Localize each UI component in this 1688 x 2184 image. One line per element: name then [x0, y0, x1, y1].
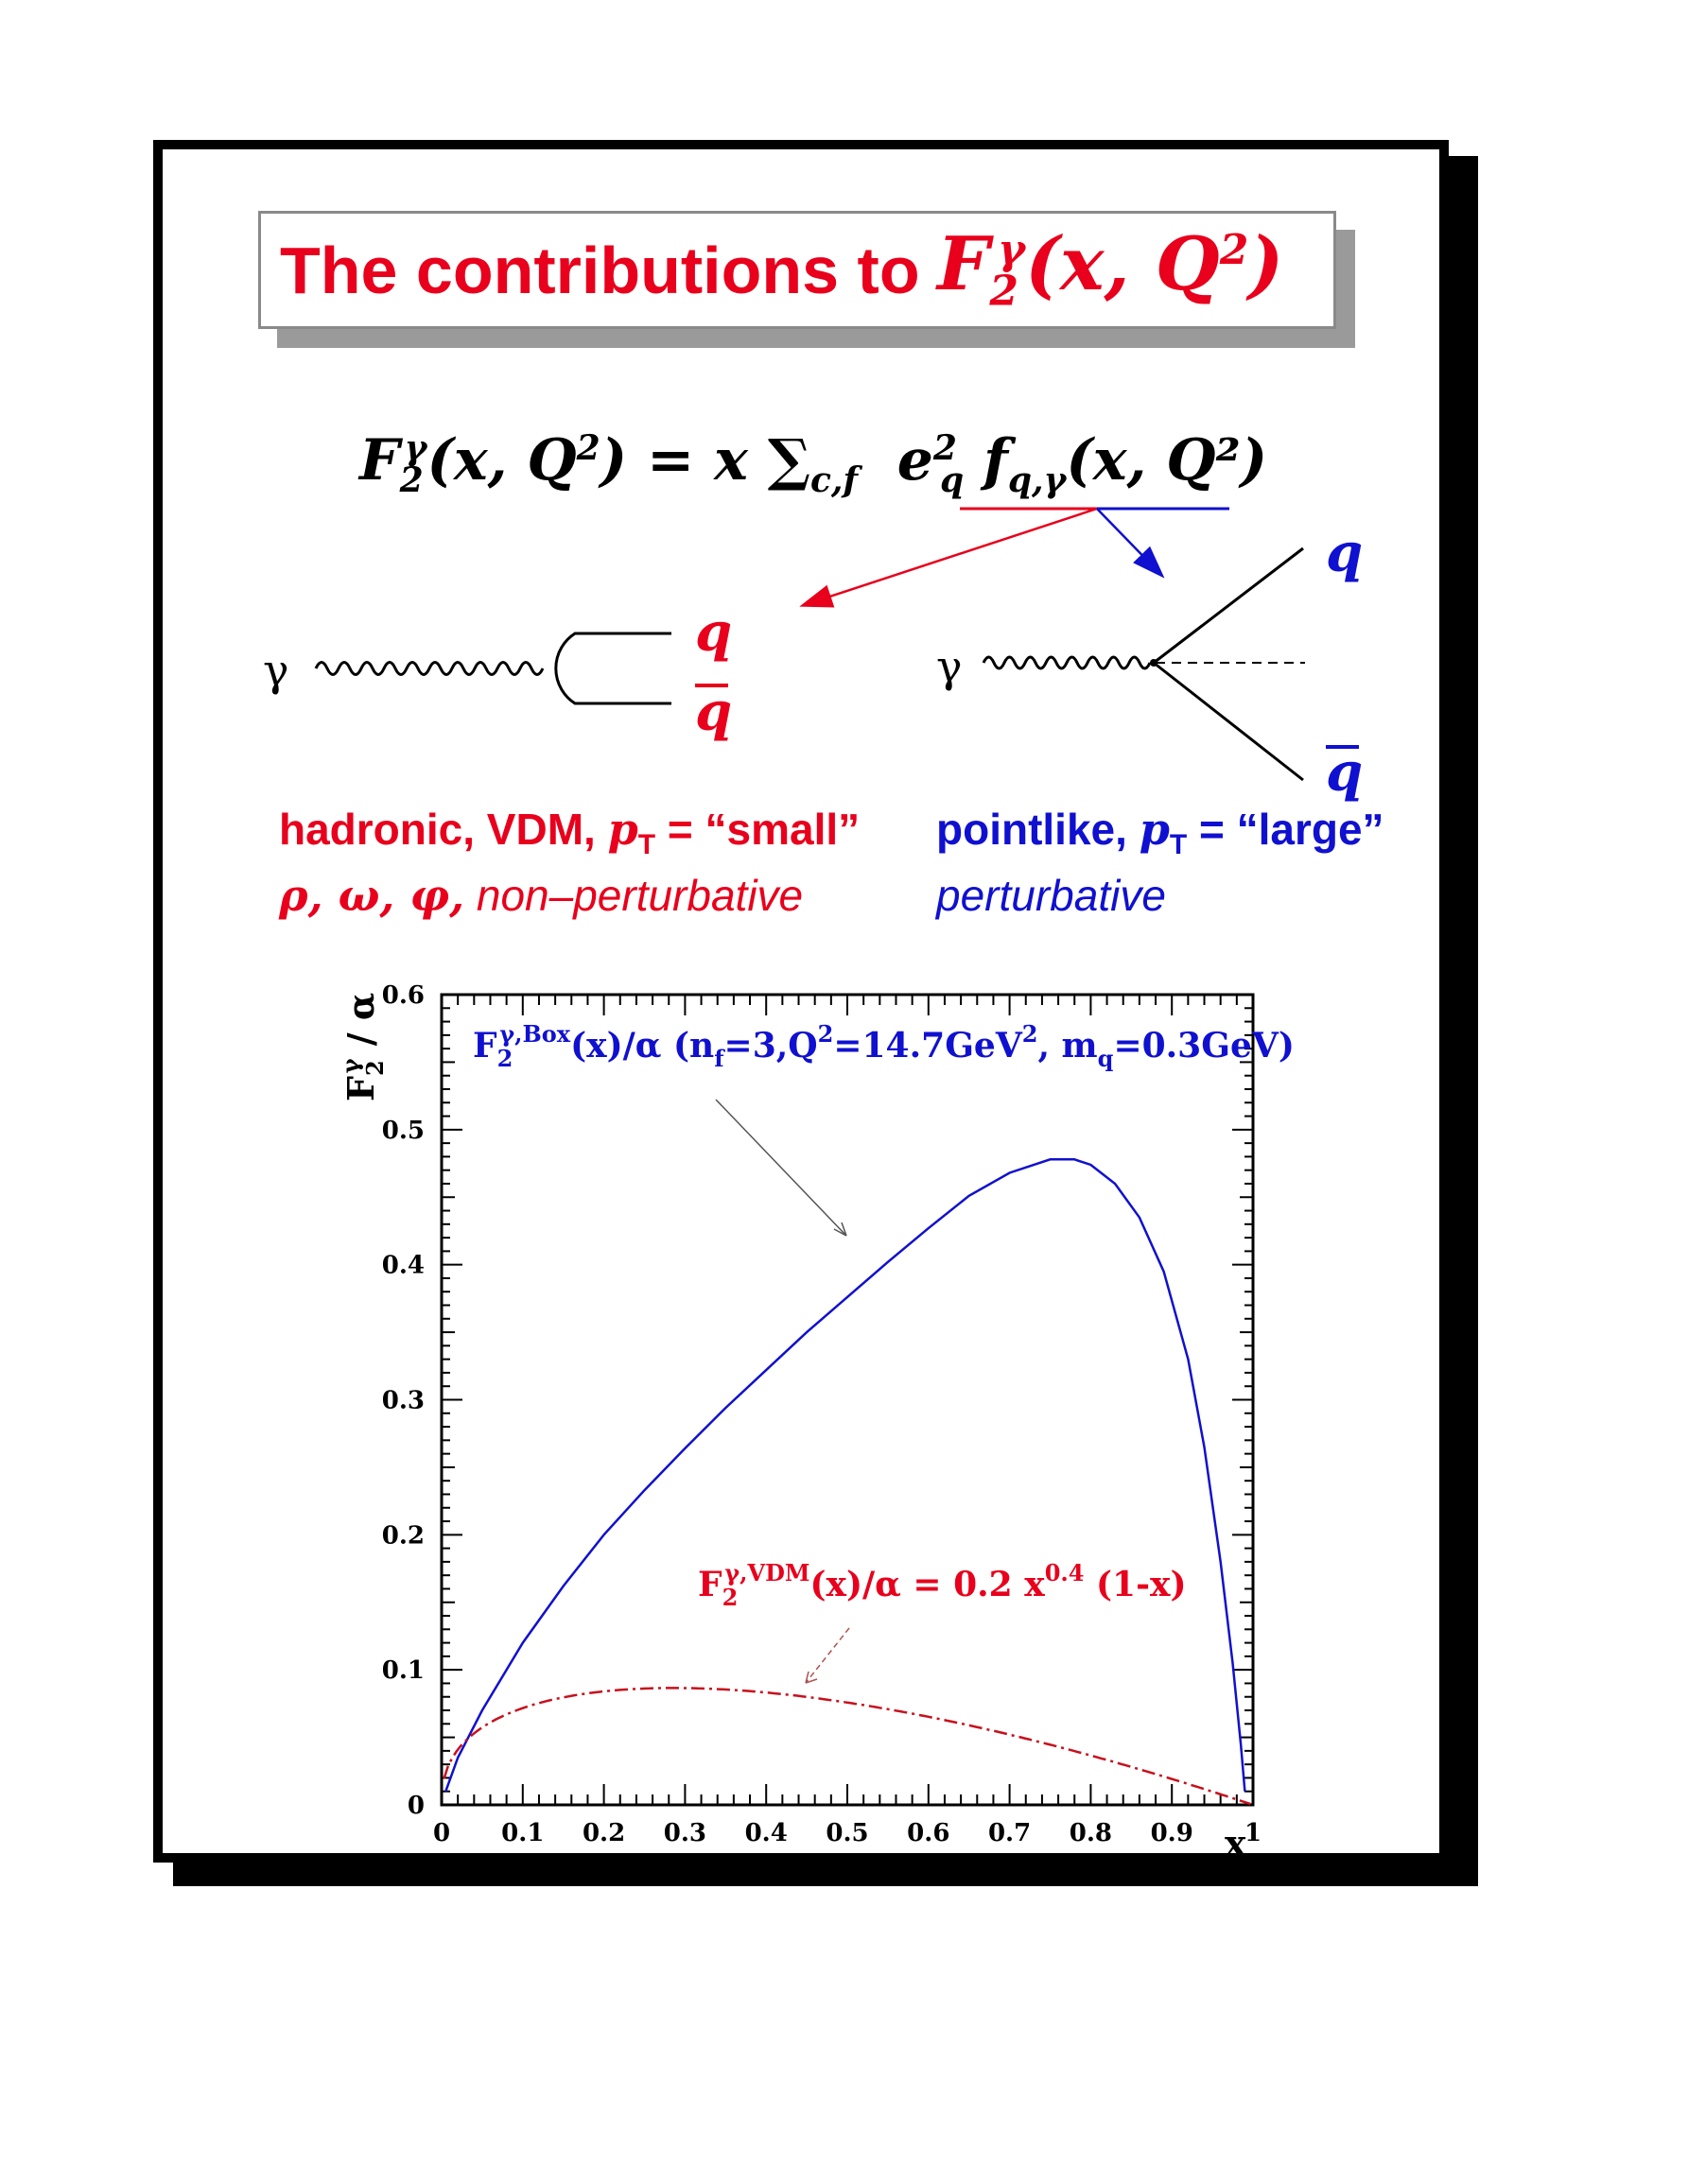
left-antiquark-label: q: [695, 681, 733, 743]
x-tick-label: 1: [1244, 1819, 1262, 1847]
x-tick-label: 0.6: [907, 1819, 949, 1847]
title-box: The contributions to F2γ(x, Q2): [258, 211, 1336, 329]
pointlike-large: = “large”: [1187, 805, 1384, 854]
hadronic-pt-sub: T: [637, 829, 656, 861]
right-quark-label: q: [1326, 522, 1364, 584]
right-quark-line: [1153, 546, 1304, 665]
pointlike-pt-sub: T: [1169, 829, 1188, 861]
y-axis-label: F2γ / α: [337, 993, 389, 1101]
arrow-to-hadronic: [799, 507, 1098, 608]
y-tick-label: 0.4: [382, 1252, 425, 1280]
vdm-curve: [443, 1687, 1251, 1806]
formula-rhs: = x ∑: [646, 427, 810, 494]
y-tick-label: 0.3: [382, 1387, 425, 1415]
right-photon-label: γ: [936, 641, 963, 692]
vdm-label-arrowhead: [805, 1671, 818, 1684]
y-tick-label: 0.2: [382, 1521, 425, 1550]
box-label-arrowhead: [833, 1222, 847, 1237]
hadronic-description-2: ρ, ω, φ, non–perturbative: [279, 870, 803, 921]
box-curve: [444, 1158, 1246, 1793]
right-antiquark-label: q: [1326, 741, 1364, 804]
title-text: The contributions to: [280, 234, 920, 307]
tick-labels: 0 0.1 0.2 0.3 0.4 0.5 0.6 0.7 0.8 0.9 1 0 0.1 0.2 0.3 0…: [382, 981, 1262, 1847]
main-formula: F2γ(x, Q2) = x ∑c,f e2q fq,γ(x, Q²): [359, 427, 1268, 500]
left-quark-label: q: [695, 601, 733, 664]
formula-pdf: f: [983, 427, 1008, 494]
hadronic-text: hadronic, VDM,: [279, 805, 608, 854]
left-quark-loop: [554, 632, 671, 705]
plot-frame: [440, 993, 1255, 1807]
vdm-label-arrow: [805, 1627, 850, 1684]
hadronic-small: = “small”: [655, 805, 861, 854]
right-antiquark-line: [1153, 661, 1304, 782]
x-tick-label: 0.2: [583, 1819, 625, 1847]
x-tick-label: 0.1: [501, 1819, 544, 1847]
y-tick-label: 0.6: [382, 981, 425, 1010]
pointlike-description: pointlike, pT = “large”: [936, 804, 1384, 861]
arrow-to-pointlike: [1096, 508, 1165, 579]
pointlike-text: pointlike,: [936, 805, 1140, 854]
title-math: F2γ(x, Q2): [937, 221, 1284, 316]
slide-frame: [153, 140, 1449, 1863]
axis-ticks: [441, 994, 1254, 1806]
formula-charge: e: [896, 427, 933, 494]
y-tick-label: 0.1: [382, 1656, 425, 1685]
formula-sum-sub: c,f: [809, 460, 858, 500]
x-tick-label: 0.7: [988, 1819, 1031, 1847]
left-photon-label: γ: [263, 645, 289, 696]
x-tick-label: 0.3: [664, 1819, 706, 1847]
right-photon-line: [982, 655, 1152, 670]
formula-charge-sup: 2: [932, 428, 957, 468]
hadronic-pt: p: [607, 804, 638, 855]
x-tick-label: 0.9: [1151, 1819, 1193, 1847]
perturbative-text: perturbative: [936, 871, 1166, 920]
y-tick-label: 0.5: [382, 1117, 425, 1145]
y-tick-label: 0: [408, 1792, 425, 1820]
formula-charge-sub: q: [939, 460, 965, 500]
x-tick-label: 0.5: [826, 1819, 868, 1847]
pointlike-pt: p: [1139, 804, 1170, 855]
formula-pdf-args: (x, Q²): [1066, 427, 1268, 494]
vector-mesons: ρ, ω, φ,: [279, 870, 465, 921]
hadronic-description: hadronic, VDM, pT = “small”: [279, 804, 860, 861]
box-series-label: F2γ,Box(x)/α (nf=3,Q2=14.7GeV2, mq=0.3Ge…: [473, 1020, 1295, 1072]
box-label-arrow: [715, 1099, 847, 1237]
x-axis-label: x: [1225, 1822, 1246, 1864]
formula-pdf-sub: q,γ: [1007, 460, 1067, 500]
vdm-series-label: F2γ,VDM(x)/α = 0.2 x0.4 (1-x): [698, 1559, 1187, 1611]
x-tick-label: 0: [433, 1819, 450, 1847]
svg-text:F2γ / α: F2γ / α: [337, 993, 389, 1101]
x-tick-label: 0.4: [745, 1819, 788, 1847]
x-tick-label: 0.8: [1070, 1819, 1112, 1847]
left-photon-line: [314, 661, 545, 676]
pointlike-description-2: perturbative: [936, 870, 1166, 921]
non-perturbative-text: non–perturbative: [464, 871, 804, 920]
